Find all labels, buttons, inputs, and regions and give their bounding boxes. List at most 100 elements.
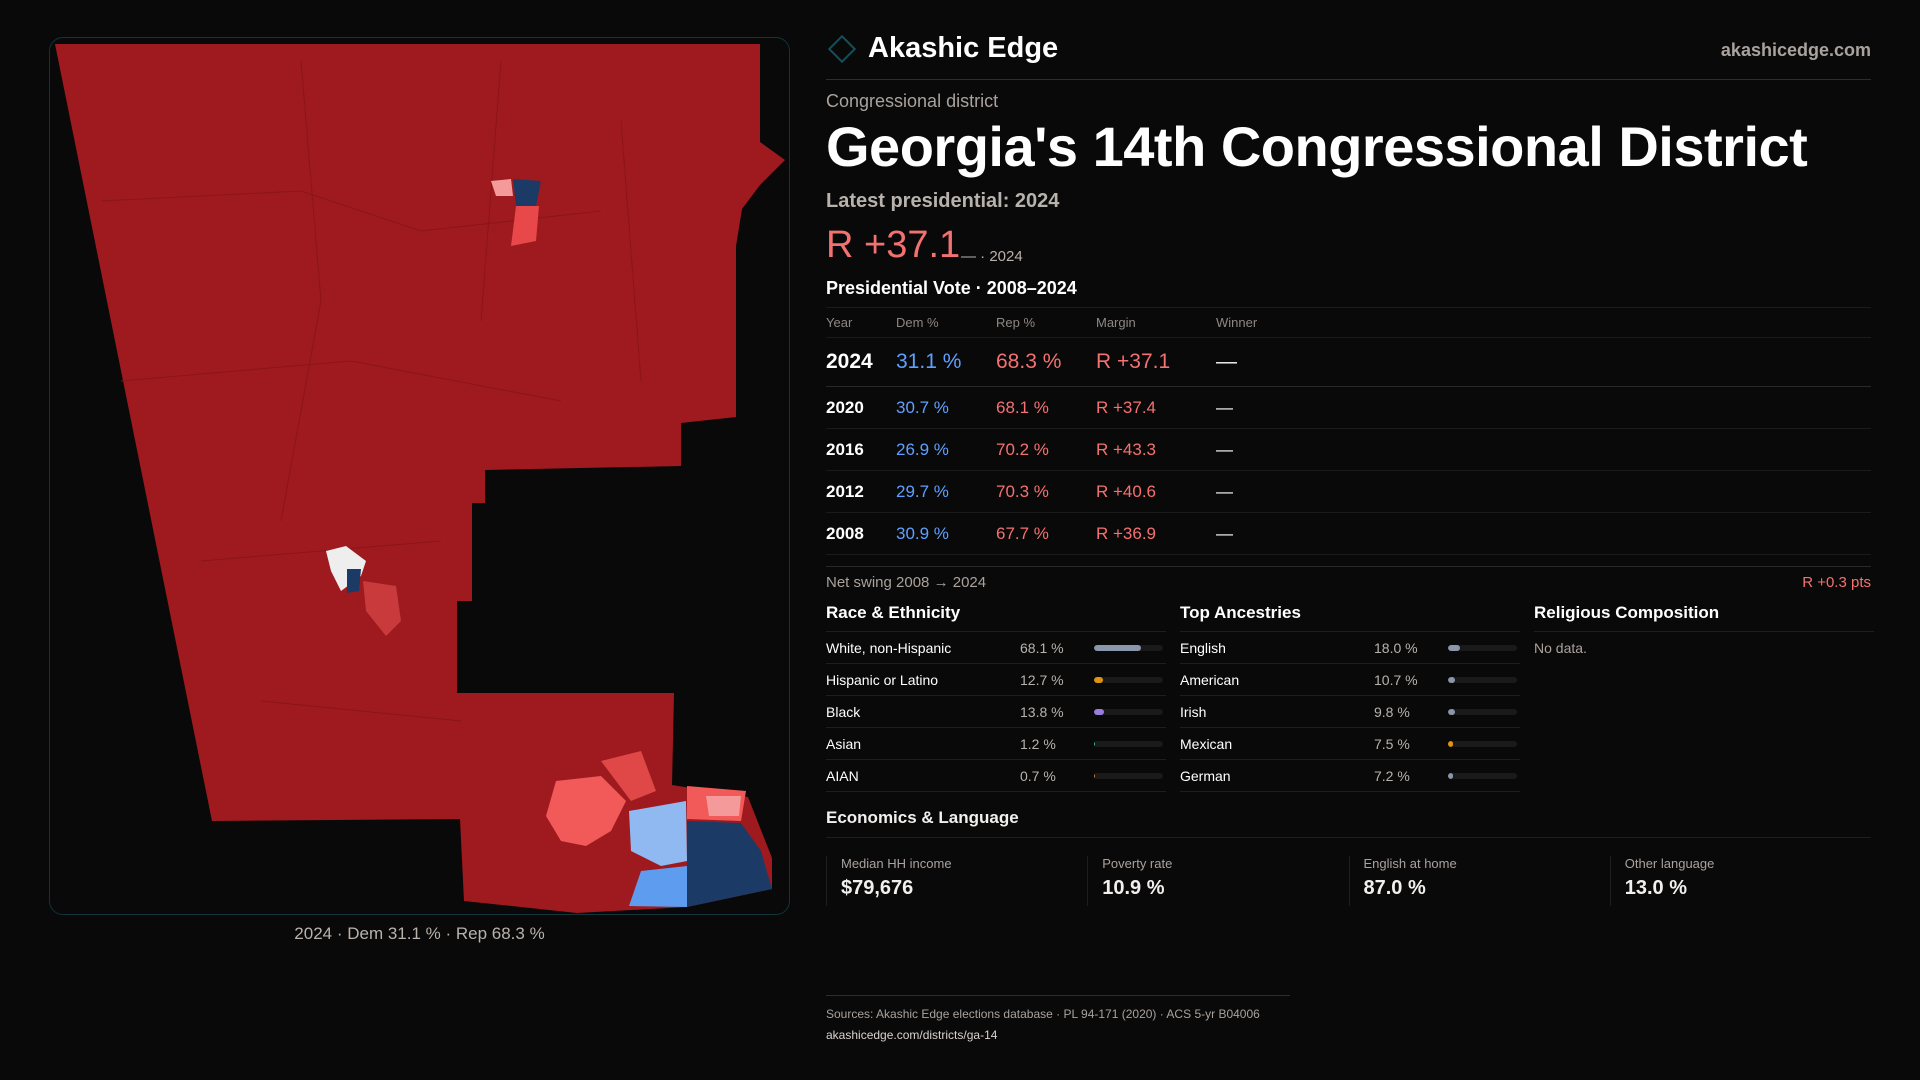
cell-rep: 67.7 %	[996, 512, 1096, 555]
stat-label: Median HH income	[841, 856, 952, 871]
cell-rep: 68.1 %	[996, 386, 1096, 429]
table-row: 2020 30.7 % 68.1 % R +37.4—	[826, 386, 1871, 429]
percent-bar	[1094, 772, 1163, 779]
district-url[interactable]: akashicedge.com/districts/ga-14	[826, 1028, 998, 1042]
precinct-rep-light[interactable]	[363, 581, 401, 636]
economics-stats: Median HH income $79,676 Poverty rate 10.9…	[826, 856, 1871, 906]
row-percent: 12.7 %	[1020, 671, 1064, 688]
stat-label: English at home	[1363, 856, 1457, 871]
kicker: Congressional district	[826, 91, 999, 111]
col-winner: Winner	[1216, 307, 1871, 338]
ancestry-row: English 18.0 %	[1180, 632, 1520, 664]
cell-margin: R +43.3	[1096, 428, 1216, 471]
cell-year: 2016	[826, 428, 896, 471]
cell-dem: 29.7 %	[896, 470, 996, 513]
precinct-rep-pink[interactable]	[491, 179, 513, 196]
map-caption: 2024 · Dem 31.1 % · Rep 68.3 %	[294, 924, 545, 943]
footer-divider	[826, 995, 1290, 996]
row-label: Hispanic or Latino	[826, 671, 939, 688]
percent-bar	[1448, 772, 1517, 779]
cell-winner: —	[1216, 337, 1871, 387]
percent-bar-fill	[1094, 644, 1141, 651]
precinct-dem-light[interactable]	[629, 801, 687, 866]
brand[interactable]: Akashic Edge	[826, 32, 1058, 65]
row-percent: 68.1 %	[1020, 639, 1064, 656]
sources: Sources: Akashic Edge elections database…	[826, 1007, 1260, 1021]
row-label: White, non-Hispanic	[826, 639, 952, 656]
stat-english: English at home 87.0 %	[1348, 856, 1610, 906]
race-row: White, non-Hispanic 68.1 %	[826, 632, 1166, 664]
percent-bar	[1448, 740, 1517, 747]
vote-section-title: Presidential Vote · 2008–2024	[826, 278, 1077, 298]
header-divider	[826, 79, 1871, 80]
cell-dem: 30.7 %	[896, 386, 996, 429]
precinct-borders	[100, 60, 642, 722]
row-label: German	[1180, 767, 1231, 784]
row-percent: 10.7 %	[1374, 671, 1418, 688]
precinct-dem-strong[interactable]	[687, 821, 772, 907]
precinct-rep-light[interactable]	[601, 751, 656, 801]
col-year: Year	[826, 307, 896, 338]
table-row: 2008 30.9 % 67.7 % R +36.9—	[826, 512, 1871, 555]
margin-note: — · 2024	[961, 248, 1023, 265]
row-percent: 7.5 %	[1374, 735, 1410, 752]
stat-label: Other language	[1624, 856, 1715, 871]
cell-year: 2024	[826, 337, 896, 387]
brand-name: Akashic Edge	[868, 32, 1059, 64]
percent-bar-fill	[1094, 772, 1096, 779]
race-title: Race & Ethnicity	[826, 603, 1166, 632]
economics-title: Economics & Language	[826, 808, 1871, 838]
religion-section: Religious Composition No data.	[1534, 603, 1874, 656]
cell-year: 2020	[826, 386, 896, 429]
ancestry-title: Top Ancestries	[1180, 603, 1520, 632]
race-section: Race & Ethnicity White, non-Hispanic 68.1…	[826, 603, 1166, 792]
percent-bar-fill	[1094, 676, 1103, 683]
stat-poverty: Poverty rate 10.9 %	[1087, 856, 1348, 906]
ancestry-row: Irish 9.8 %	[1180, 696, 1520, 728]
percent-bar	[1094, 676, 1163, 683]
race-row: Black 13.8 %	[826, 696, 1166, 728]
percent-bar	[1094, 740, 1163, 747]
net-swing: Net swing 2008 → 2024 R +0.3 pts	[826, 566, 1871, 591]
cell-year: 2012	[826, 470, 896, 513]
percent-bar-fill	[1448, 772, 1453, 779]
row-label: Asian	[826, 735, 862, 752]
row-percent: 9.8 %	[1374, 703, 1410, 720]
site-link[interactable]: akashicedge.com	[1720, 40, 1871, 60]
percent-bar	[1094, 644, 1163, 651]
ancestry-row: Mexican 7.5 %	[1180, 728, 1520, 760]
precinct-dem-strong[interactable]	[347, 569, 361, 593]
cell-dem: 31.1 %	[896, 337, 996, 387]
table-row: 2012 29.7 % 70.3 % R +40.6—	[826, 470, 1871, 513]
cell-margin: R +40.6	[1096, 470, 1216, 513]
row-label: Irish	[1180, 703, 1207, 720]
precinct-dem-strong[interactable]	[513, 179, 541, 206]
cell-margin: R +36.9	[1096, 512, 1216, 555]
precinct-rep-light[interactable]	[546, 776, 626, 846]
cell-rep: 70.2 %	[996, 428, 1096, 471]
district-shape[interactable]	[55, 44, 785, 913]
stat-other-language: Other language 13.0 %	[1609, 856, 1871, 906]
cell-winner: —	[1216, 428, 1871, 471]
col-dem: Dem %	[896, 307, 996, 338]
percent-bar	[1094, 708, 1163, 715]
row-label: American	[1180, 671, 1240, 688]
row-label: English	[1180, 639, 1226, 656]
row-label: AIAN	[826, 767, 859, 784]
stat-value: 13.0 %	[1624, 877, 1688, 899]
swing-value: R +0.3 pts	[1802, 574, 1871, 591]
stat-value: 87.0 %	[1363, 877, 1426, 899]
ancestry-row: American 10.7 %	[1180, 664, 1520, 696]
stat-income: Median HH income $79,676	[826, 856, 1087, 906]
swing-label: Net swing 2008 → 2024	[826, 574, 987, 591]
precinct-rep-pink[interactable]	[706, 796, 741, 816]
vote-table: Year Dem % Rep % Margin Winner 2024 31.1 …	[826, 307, 1871, 555]
precinct-dem-light[interactable]	[629, 866, 687, 907]
race-row: AIAN 0.7 %	[826, 760, 1166, 792]
precinct-rep-light[interactable]	[511, 206, 539, 246]
percent-bar	[1448, 644, 1517, 651]
district-map[interactable]	[49, 37, 790, 915]
cell-rep: 70.3 %	[996, 470, 1096, 513]
ancestry-section: Top Ancestries English 18.0 % American 10.7…	[1180, 603, 1520, 792]
row-percent: 7.2 %	[1374, 767, 1410, 784]
